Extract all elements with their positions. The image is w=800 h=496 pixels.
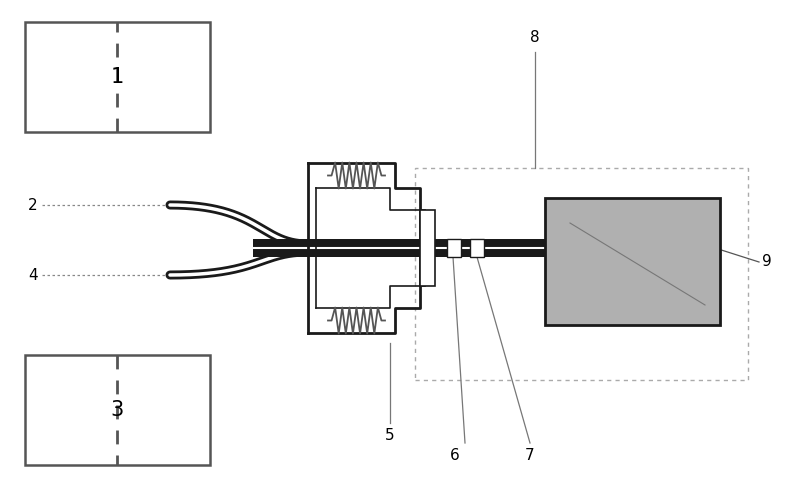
Text: 3: 3 — [111, 400, 124, 420]
Text: 6: 6 — [450, 447, 460, 462]
Bar — [545, 198, 720, 325]
Text: 2: 2 — [28, 197, 38, 212]
Text: 9: 9 — [762, 254, 772, 269]
Bar — [447, 239, 461, 257]
Bar — [25, 355, 210, 465]
Bar — [253, 239, 545, 257]
Bar — [435, 243, 545, 253]
Text: 5: 5 — [385, 428, 395, 442]
Text: 1: 1 — [111, 67, 124, 87]
Bar — [420, 210, 435, 286]
Bar — [470, 239, 484, 257]
Text: 7: 7 — [525, 447, 535, 462]
Text: 8: 8 — [530, 30, 540, 46]
Text: 4: 4 — [28, 267, 38, 283]
Bar — [25, 22, 210, 132]
Bar — [415, 168, 748, 380]
